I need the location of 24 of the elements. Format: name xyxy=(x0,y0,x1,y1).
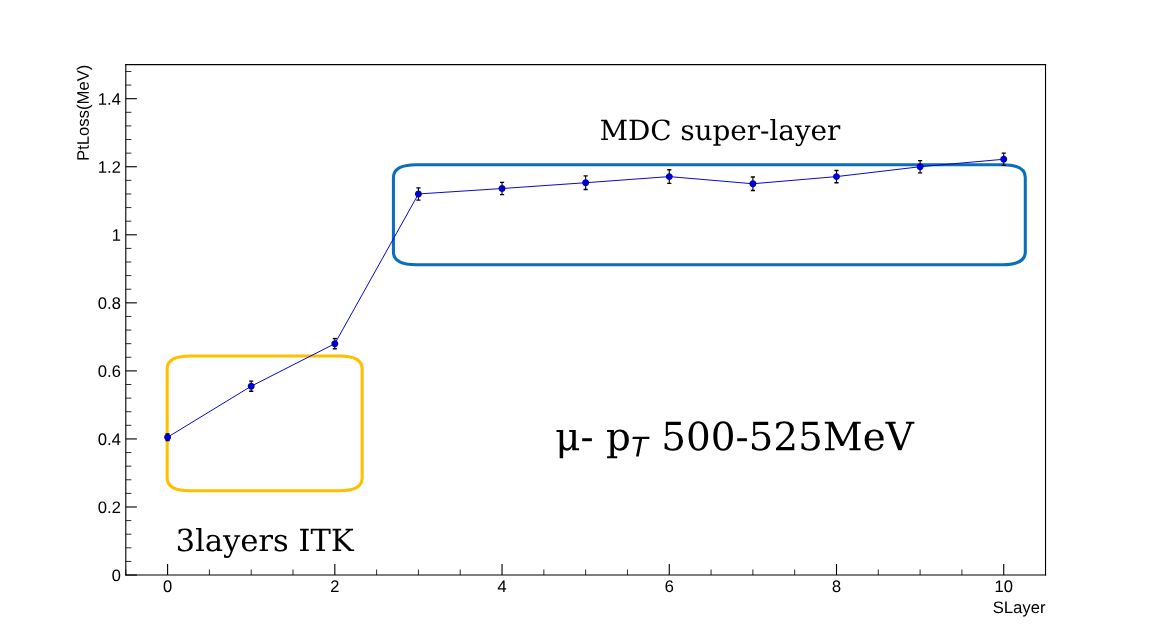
point xyxy=(833,173,840,181)
y-tick-label: 1.4 xyxy=(99,93,121,105)
y-tick-label: 0.8 xyxy=(98,297,121,310)
x-tick-label: 4 xyxy=(497,580,507,592)
y-tick-label: 0.4 xyxy=(98,433,121,446)
x-tick-label: 0 xyxy=(163,580,172,593)
y-axis-title: PtLoss(MeV) xyxy=(76,65,93,160)
x-tick-label: 6 xyxy=(665,580,674,593)
x-axis-title: SLayer xyxy=(993,601,1046,617)
point xyxy=(582,179,590,187)
y-tick-label: 1.2 xyxy=(99,161,121,173)
x-tick-label: 8 xyxy=(832,580,841,593)
y-tick-label: 0.6 xyxy=(98,365,121,378)
point xyxy=(498,185,506,192)
y-tick-label: 1 xyxy=(112,229,121,241)
x-tick-label: 10 xyxy=(995,580,1013,593)
y-tick-label: 0.2 xyxy=(98,501,121,514)
x-tick-label: 2 xyxy=(331,580,339,592)
annotation: 3layers ITK xyxy=(177,527,355,558)
annotation: MDC super-layer xyxy=(600,118,841,147)
point xyxy=(749,180,757,188)
y-tick-label: 0 xyxy=(112,569,121,582)
point xyxy=(665,173,673,181)
annotation: μ- p$_{T}$ 500-525MeV xyxy=(556,421,915,459)
